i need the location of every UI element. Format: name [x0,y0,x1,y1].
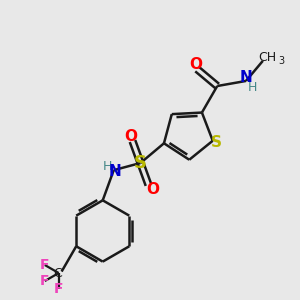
Text: O: O [189,57,202,72]
Text: H: H [103,160,112,173]
Text: O: O [146,182,159,197]
Text: 3: 3 [278,56,284,66]
Text: O: O [124,129,137,144]
Text: S: S [211,135,222,150]
Text: N: N [109,164,122,179]
Text: F: F [40,258,50,272]
Text: F: F [40,274,50,288]
Text: N: N [240,70,252,85]
Text: CH: CH [258,51,276,64]
Text: H: H [248,81,257,94]
Text: F: F [54,282,63,296]
Text: S: S [134,154,147,172]
Text: C: C [53,266,62,280]
